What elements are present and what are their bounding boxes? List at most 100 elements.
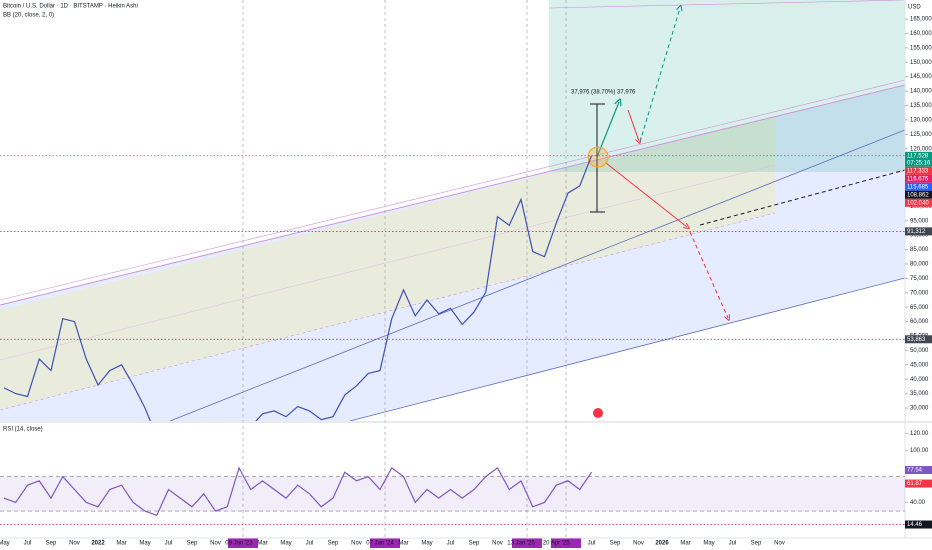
y-tick-label: 85,000 xyxy=(910,247,929,253)
y-tick-label: 100.00 xyxy=(910,448,929,454)
y-tick-label: 50,000 xyxy=(910,348,929,354)
price-tag xyxy=(905,479,932,488)
price-tag-label: 115,685 xyxy=(907,184,929,190)
x-tick-label: Nov xyxy=(69,541,80,547)
price-tag-label: 117,333 xyxy=(907,168,929,174)
x-tick-label: Sep xyxy=(751,541,762,547)
price-tag-label: 117,528 xyxy=(907,153,929,159)
channel-line xyxy=(0,84,905,306)
x-tick-label: Sep xyxy=(610,541,621,547)
arrow xyxy=(689,231,728,318)
y-tick-label: 95,000 xyxy=(910,218,929,224)
y-tick-label: 45,000 xyxy=(910,362,929,368)
price-tag-label: 61.87 xyxy=(907,481,923,487)
countdown-label: 07:25:16 xyxy=(907,160,931,166)
x-tick-label: 07 Jan '24 xyxy=(366,541,394,547)
price-tag xyxy=(905,227,932,236)
price-tag xyxy=(905,190,932,199)
plot xyxy=(0,466,905,517)
price-tag xyxy=(905,151,932,160)
x-tick-label: Mar xyxy=(398,541,408,547)
y-tick-label: 155,000 xyxy=(910,45,932,51)
price-tag xyxy=(905,198,932,207)
y-tick-label: 120,000 xyxy=(910,146,932,152)
x-tick-label: May xyxy=(703,541,714,547)
channel-line xyxy=(548,0,905,9)
indicator-label: BB (20, close, 2, 0) xyxy=(3,13,54,19)
x-tick-label: May xyxy=(0,541,10,547)
x-tick-label: Nov xyxy=(774,541,785,547)
channel-line xyxy=(349,277,905,421)
rsi-title: RSI (14, close) xyxy=(3,427,43,433)
y-tick-label: 165,000 xyxy=(910,17,932,23)
x-tick-label: Jul xyxy=(24,541,32,547)
y-tick-label: 100,000 xyxy=(910,204,932,210)
y-tick-label: 130,000 xyxy=(910,117,932,123)
x-tick-label: Mar xyxy=(257,541,267,547)
price-tag xyxy=(905,166,932,175)
target-zone xyxy=(549,0,905,172)
x-tick-label: Jul xyxy=(165,541,173,547)
countdown-tag xyxy=(905,158,932,167)
plot xyxy=(3,155,593,421)
price-tag-label: 53,863 xyxy=(907,337,926,343)
y-tick-label: 160,000 xyxy=(910,31,932,37)
measure-tool xyxy=(590,103,605,213)
price-tag-label: 116,676 xyxy=(907,176,929,182)
price-tag-label: 14.46 xyxy=(907,522,923,528)
x-tick-label: Sep xyxy=(187,541,198,547)
x-tick-label: Mar xyxy=(116,541,126,547)
channel-line xyxy=(0,164,776,361)
y-tick-label: 40.00 xyxy=(910,500,926,506)
x-tick-label: Sep xyxy=(328,541,339,547)
y-tick-label: 125,000 xyxy=(910,132,932,138)
y-tick-label: 90,000 xyxy=(910,233,929,239)
x-tick-label: 13 Jan '25 xyxy=(507,541,535,547)
y-tick-label: 80,000 xyxy=(910,262,929,268)
projection xyxy=(699,169,905,226)
y-tick-label: 140,000 xyxy=(910,89,932,95)
x-tick-label: 09 Jan '23 xyxy=(225,541,253,547)
x-tick-label: 20 Apr '25 xyxy=(543,541,570,547)
channel-line xyxy=(0,79,905,301)
chart-title: Bitcoin / U.S. Dollar · 1D · BITSTAMP · … xyxy=(3,4,138,10)
x-tick-label: Jul xyxy=(306,541,314,547)
x-tick-label: Sep xyxy=(46,541,57,547)
x-tick-label: Mar xyxy=(680,541,690,547)
y-tick-label: 40,000 xyxy=(910,377,929,383)
price-tag-label: 77.54 xyxy=(907,468,923,474)
arrow xyxy=(627,109,639,141)
x-tick-label: Jul xyxy=(729,541,737,547)
y-tick-label: 145,000 xyxy=(910,74,932,80)
event-icon xyxy=(593,408,603,418)
x-tick-label: Nov xyxy=(633,541,644,547)
price-tag xyxy=(905,520,932,529)
x-tick-label: Jul xyxy=(588,541,596,547)
price-tag xyxy=(905,182,932,191)
y-tick-label: 65,000 xyxy=(910,305,929,311)
x-tick-label: Nov xyxy=(210,541,221,547)
price-tag xyxy=(905,174,932,183)
y-tick-label: 35,000 xyxy=(910,391,929,397)
x-tick-label: May xyxy=(280,541,291,547)
arrow xyxy=(605,162,687,227)
y-tick-label: 75,000 xyxy=(910,276,929,282)
price-tag xyxy=(905,335,932,344)
highlight-circle xyxy=(587,146,609,168)
channel-zone xyxy=(0,85,905,421)
currency: USD xyxy=(908,5,921,11)
x-tick-label: Nov xyxy=(351,541,362,547)
drawings xyxy=(0,0,905,421)
line-series xyxy=(3,155,593,421)
channel-line xyxy=(169,129,905,421)
x-tick-label: Sep xyxy=(469,541,480,547)
x-tick-label: Jul xyxy=(447,541,455,547)
date-highlights xyxy=(228,538,581,548)
arrow xyxy=(639,8,680,143)
x-tick-label: Nov xyxy=(492,541,503,547)
y-tick-label: 30,000 xyxy=(910,406,929,412)
y-tick-label: 60,000 xyxy=(910,319,929,325)
y-tick-label: 120.00 xyxy=(910,431,929,437)
line-series xyxy=(3,466,592,517)
